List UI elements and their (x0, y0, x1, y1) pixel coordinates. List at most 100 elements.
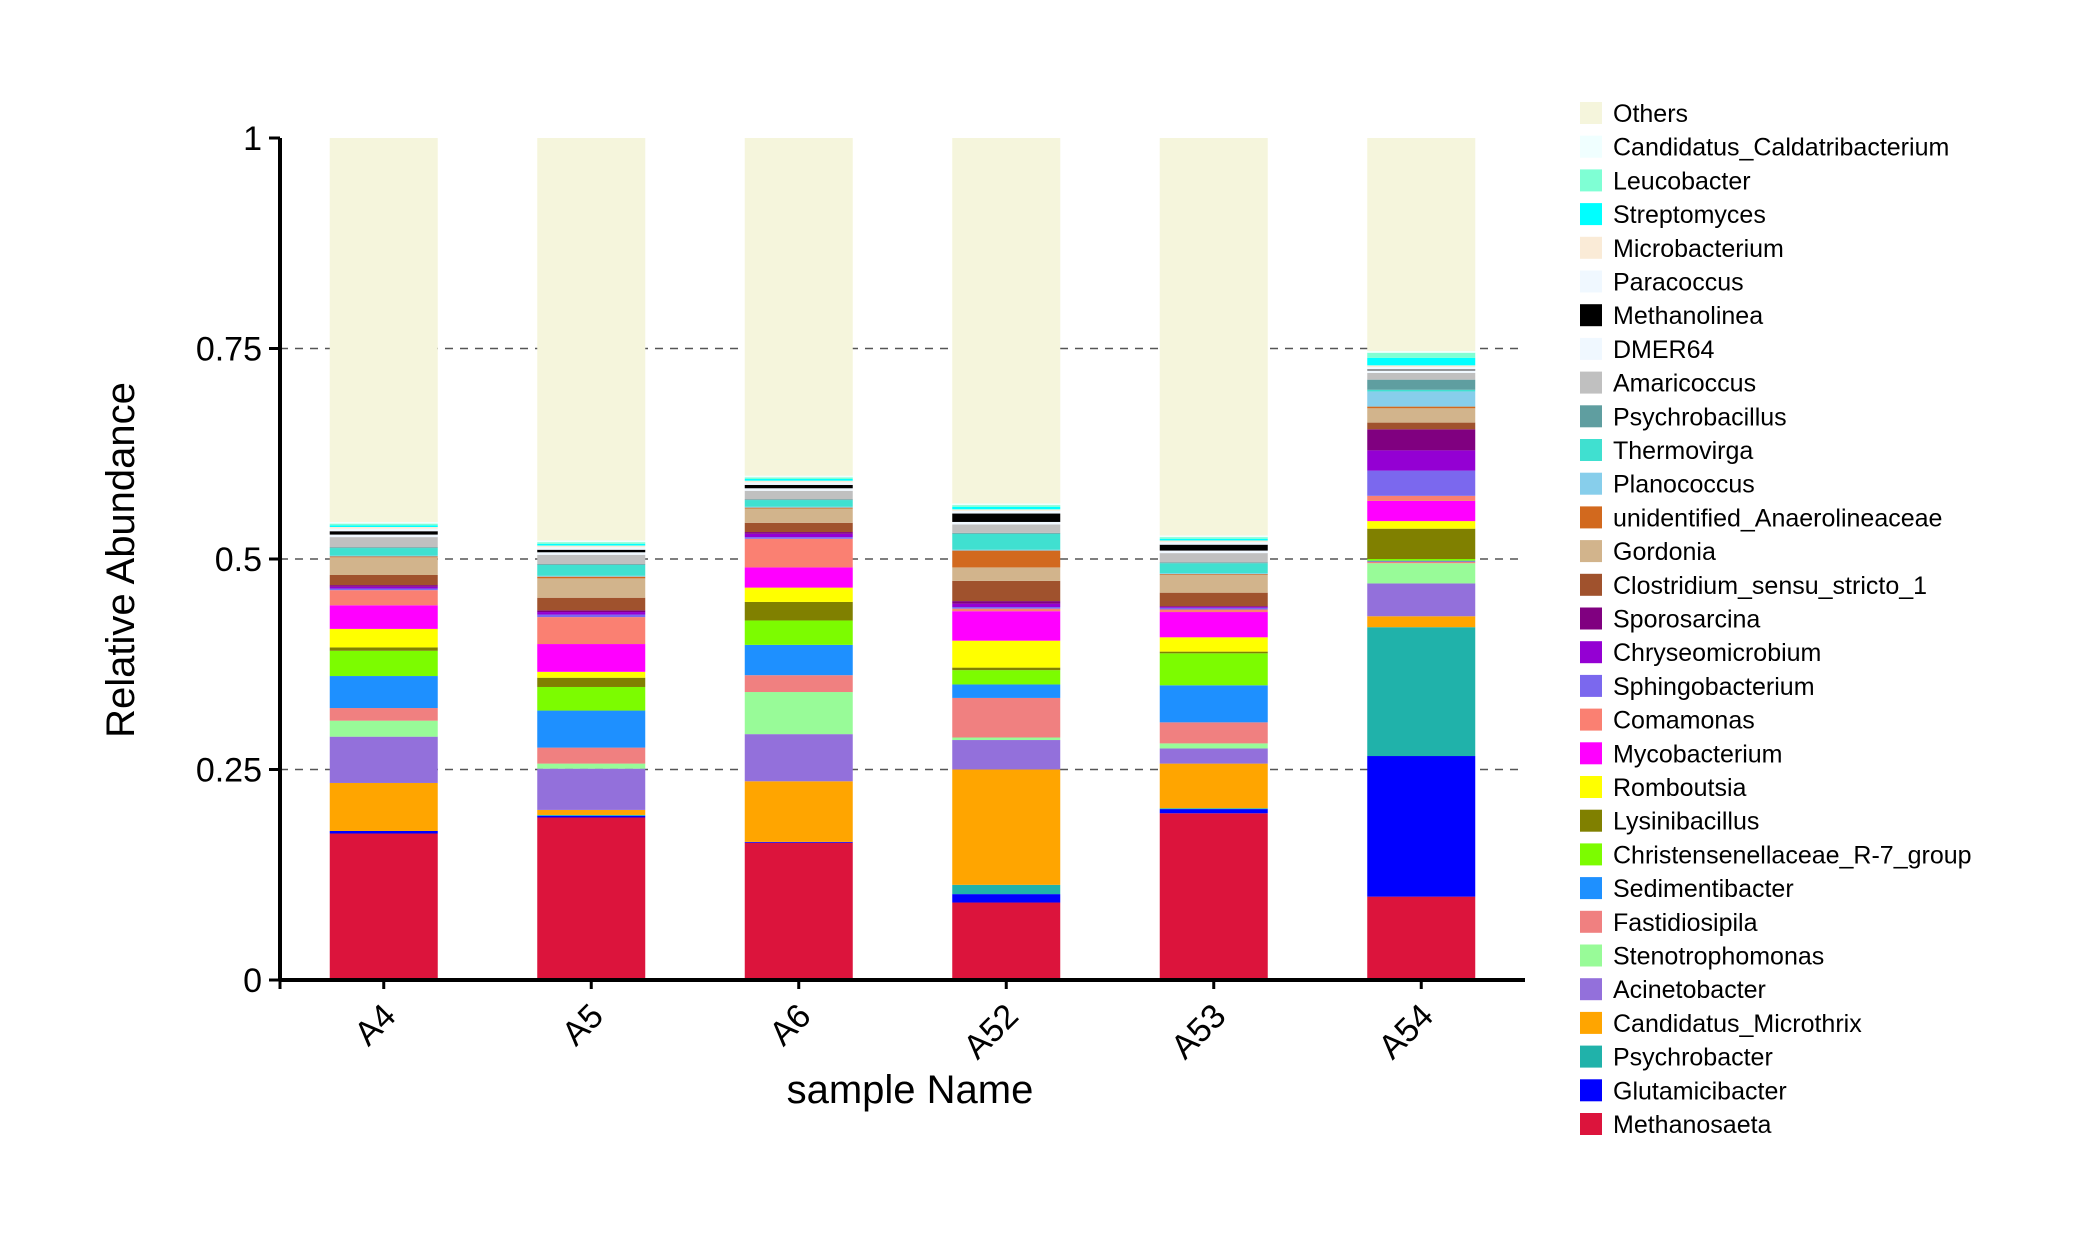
bar-segment-A4-Methanosaeta (329, 833, 438, 980)
bar-segment-A4-Comamonas (329, 590, 438, 606)
bar-segment-A4-Paracoccus (329, 528, 438, 532)
bar-segment-A6-Microbacterium (744, 480, 853, 483)
legend-label: Leucobacter (1613, 167, 1751, 195)
bar-segment-A54-Sedimentibacter (1367, 560, 1476, 562)
bar-segment-A4-Amaricoccus (329, 537, 438, 548)
bar-segment-A53-Gordonia (1159, 574, 1268, 593)
legend-item-Christensenellaceae_R-7_group: Christensenellaceae_R-7_group (1580, 841, 1972, 869)
bar-segment-A6-Sphingobacterium (744, 537, 853, 539)
bar-segment-A5-Comamonas (537, 617, 646, 645)
legend-label: Comamonas (1613, 707, 1755, 735)
bar-segment-A54-Romboutsia (1367, 521, 1476, 529)
legend-swatch (1580, 439, 1602, 461)
x-tick-label-A5: A5 (555, 997, 611, 1053)
legend-label: Fastidiosipila (1613, 909, 1758, 937)
bar-segment-A53-Others (1159, 138, 1268, 536)
legend-item-Psychrobacillus: Psychrobacillus (1580, 403, 1787, 431)
bar-segment-A4-Thermovirga (329, 548, 438, 556)
bar-segment-A6-Sporosarcina (744, 532, 853, 534)
legend-label: Chryseomicrobium (1613, 639, 1821, 667)
bar-segment-A6-Candidatus_Caldatribacterium (744, 475, 853, 478)
bar-segment-A5-Paracoccus (537, 547, 646, 550)
bar-segment-A52-Thermovirga (952, 533, 1061, 550)
legend-swatch (1580, 776, 1602, 798)
bar-segment-A4-Microbacterium (329, 527, 438, 529)
bar-segment-A5-Psychrobacillus (537, 564, 646, 565)
legend-swatch (1580, 877, 1602, 900)
legend-item-Leucobacter: Leucobacter (1580, 167, 1751, 195)
bar-segment-A54-Gordonia (1367, 408, 1476, 423)
legend-swatch (1580, 742, 1602, 765)
legend-label: Planococcus (1613, 471, 1755, 499)
bar-segment-A54-Paracoccus (1367, 367, 1476, 370)
legend-label: Acinetobacter (1613, 976, 1766, 1004)
bar-segment-A54-Psychrobacter (1367, 627, 1476, 757)
legend-label: Methanosaeta (1613, 1111, 1772, 1139)
bar-segment-A52-Paracoccus (952, 511, 1061, 514)
bar-segment-A52-Microbacterium (952, 509, 1061, 512)
bar-segment-A5-Sedimentibacter (537, 710, 646, 748)
bar-segment-A54-Methanosaeta (1367, 896, 1476, 980)
legend-item-Stenotrophomonas: Stenotrophomonas (1580, 943, 1824, 971)
bar-segment-A53-Sphingobacterium (1159, 607, 1268, 610)
bar-segment-A52-Sporosarcina (952, 601, 1061, 604)
legend-label: Sedimentibacter (1613, 875, 1794, 903)
bar-segment-A6-Romboutsia (744, 587, 853, 602)
legend-item-Lysinibacillus: Lysinibacillus (1580, 808, 1759, 836)
y-tick-label: 0.25 (196, 752, 262, 790)
bar-segment-A6-Sedimentibacter (744, 644, 853, 676)
legend-label: Stenotrophomonas (1613, 943, 1824, 971)
bar-segment-A4-Stenotrophomonas (329, 720, 438, 737)
bar-segment-A52-Candidatus_Caldatribacterium (952, 503, 1061, 506)
legend-item-Mycobacterium: Mycobacterium (1580, 740, 1783, 768)
bar-segment-A6-Gordonia (744, 508, 853, 523)
bar-segment-A5-Candidatus_Caldatribacterium (537, 540, 646, 543)
legend-swatch (1580, 641, 1602, 664)
bar-segment-A6-Leucobacter (744, 477, 853, 480)
bar-segment-A54-Planococcus (1367, 391, 1476, 407)
bar-segment-A52-Clostridium_sensu_stricto_1 (952, 580, 1061, 602)
bar-segment-A53-Psychrobacter (1159, 808, 1268, 810)
bar-segment-A54-Amaricoccus (1367, 372, 1476, 380)
legend-item-Methanolinea: Methanolinea (1580, 302, 1763, 330)
x-axis-title: sample Name (787, 1068, 1034, 1112)
legend-swatch (1580, 472, 1602, 495)
bar-segment-A6-Chryseomicrobium (744, 533, 853, 538)
bar-segment-A52-Lysinibacillus (952, 667, 1061, 671)
bar-segment-A53-Amaricoccus (1159, 553, 1268, 563)
bar-segment-A54-Mycobacterium (1367, 500, 1476, 522)
legend-label: Lysinibacillus (1613, 808, 1759, 836)
bar-segment-A5-Chryseomicrobium (537, 612, 646, 615)
bar-segment-A6-DMER64 (744, 488, 853, 491)
bar-segment-A52-Psychrobacter (952, 884, 1061, 895)
legend-swatch (1580, 270, 1602, 293)
legend-label: Thermovirga (1613, 437, 1753, 465)
bar-segment-A5-Planococcus (537, 575, 646, 577)
bar-segment-A5-Microbacterium (537, 545, 646, 548)
legend-label: Sporosarcina (1613, 606, 1760, 634)
bar-segment-A5-Thermovirga (537, 564, 646, 576)
bar-segment-A54-DMER64 (1367, 370, 1476, 373)
bar-segment-A54-Psychrobacillus (1367, 379, 1476, 390)
bar-segment-A5-Clostridium_sensu_stricto_1 (537, 597, 646, 611)
bar-segment-A53-Leucobacter (1159, 537, 1268, 539)
legend-label: Candidatus_Caldatribacterium (1613, 134, 1949, 162)
legend-swatch (1580, 102, 1602, 124)
legend-label: Psychrobacter (1613, 1044, 1773, 1072)
bar-segment-A52-unidentified_Anaerolineaceae (952, 550, 1061, 568)
bar-segment-A4-Chryseomicrobium (329, 586, 438, 589)
bar-segment-A53-unidentified_Anaerolineaceae (1159, 574, 1268, 575)
bar-segment-A6-Others (744, 138, 853, 476)
bar-segment-A5-Amaricoccus (537, 554, 646, 565)
bar-segment-A4-Sporosarcina (329, 585, 438, 587)
bar-segment-A6-Streptomyces (744, 479, 853, 481)
legend-label: Streptomyces (1613, 201, 1766, 229)
bar-segment-A4-Methanolinea (329, 531, 438, 535)
legend-swatch (1580, 1011, 1602, 1034)
legend-label: Paracoccus (1613, 269, 1744, 297)
bar-segment-A6-Clostridium_sensu_stricto_1 (744, 522, 853, 533)
bar-segment-A54-Thermovirga (1367, 389, 1476, 392)
bar-segment-A54-Stenotrophomonas (1367, 563, 1476, 584)
bar-segment-A5-Romboutsia (537, 671, 646, 678)
bar-segment-A5-Glutamicibacter (537, 815, 646, 818)
